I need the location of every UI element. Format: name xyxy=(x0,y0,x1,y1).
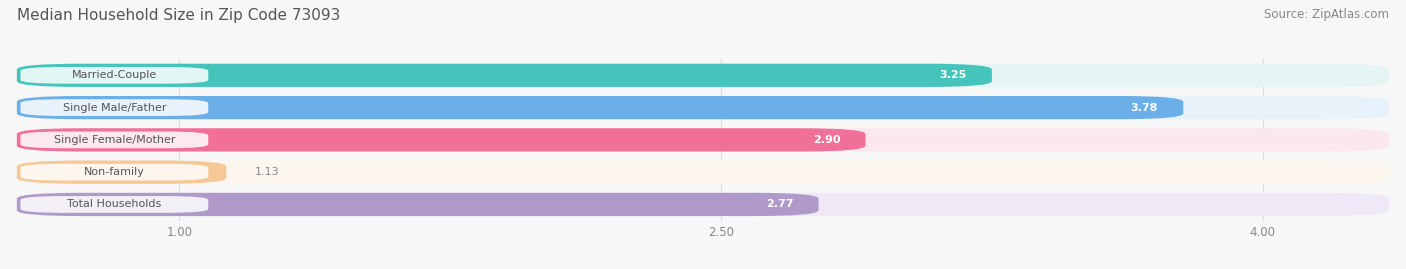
Text: 2.77: 2.77 xyxy=(766,199,793,210)
Text: Median Household Size in Zip Code 73093: Median Household Size in Zip Code 73093 xyxy=(17,8,340,23)
FancyBboxPatch shape xyxy=(17,128,1389,151)
FancyBboxPatch shape xyxy=(21,132,208,148)
FancyBboxPatch shape xyxy=(21,67,208,84)
Text: Total Households: Total Households xyxy=(67,199,162,210)
Text: 3.78: 3.78 xyxy=(1130,102,1159,113)
FancyBboxPatch shape xyxy=(17,96,1389,119)
Text: Single Female/Mother: Single Female/Mother xyxy=(53,135,176,145)
Text: 1.13: 1.13 xyxy=(256,167,280,177)
FancyBboxPatch shape xyxy=(17,96,1184,119)
FancyBboxPatch shape xyxy=(17,193,1389,216)
FancyBboxPatch shape xyxy=(17,64,1389,87)
Text: Married-Couple: Married-Couple xyxy=(72,70,157,80)
FancyBboxPatch shape xyxy=(21,99,208,116)
Text: 2.90: 2.90 xyxy=(813,135,841,145)
FancyBboxPatch shape xyxy=(17,64,991,87)
Text: Single Male/Father: Single Male/Father xyxy=(63,102,166,113)
FancyBboxPatch shape xyxy=(17,161,226,184)
FancyBboxPatch shape xyxy=(17,128,866,151)
FancyBboxPatch shape xyxy=(21,164,208,180)
Text: Non-family: Non-family xyxy=(84,167,145,177)
FancyBboxPatch shape xyxy=(17,193,818,216)
Text: 3.25: 3.25 xyxy=(939,70,966,80)
FancyBboxPatch shape xyxy=(17,161,1389,184)
Text: Source: ZipAtlas.com: Source: ZipAtlas.com xyxy=(1264,8,1389,21)
FancyBboxPatch shape xyxy=(21,196,208,213)
